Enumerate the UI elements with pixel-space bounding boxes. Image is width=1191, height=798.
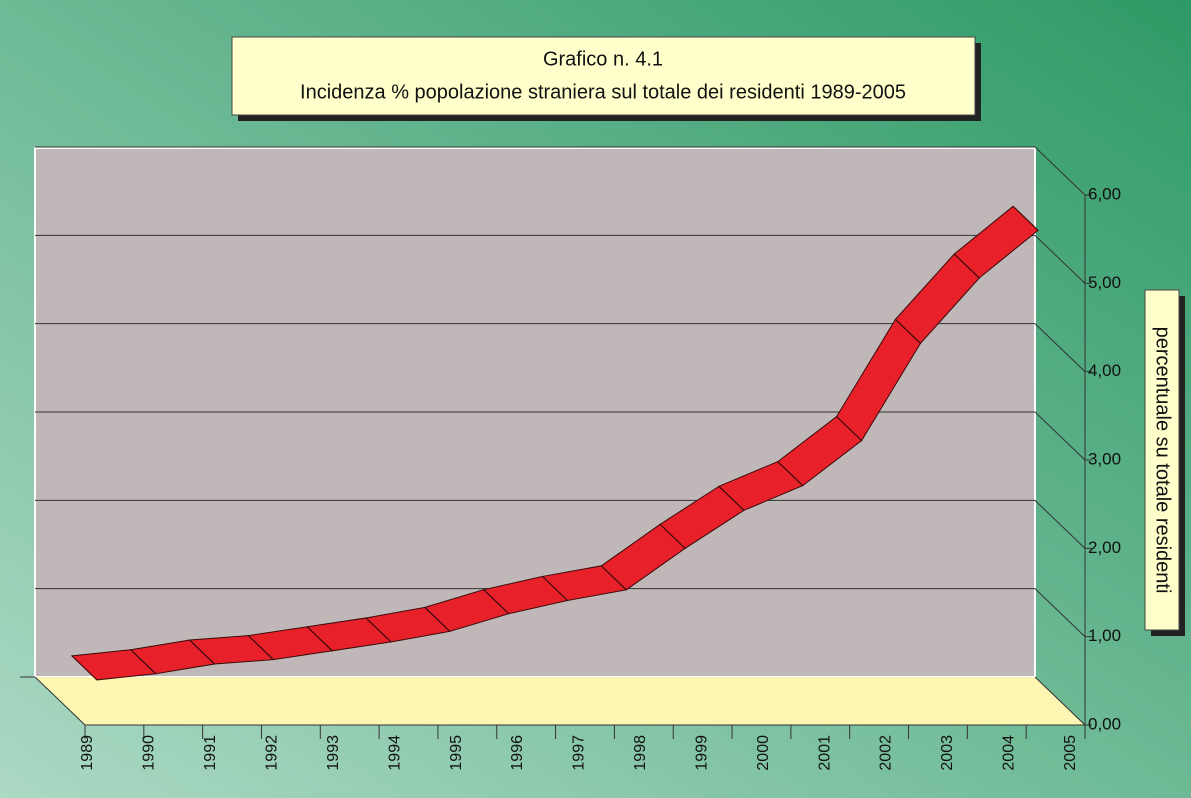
side-grid-line [1034,499,1086,549]
ribbon-joint [424,606,451,632]
y-axis-title: percentuale su totale residenti [1152,327,1174,594]
x-tick-label: 1991 [202,735,219,771]
ribbon-joint [718,485,745,511]
y-tick-label: 0,00 [1088,714,1121,733]
ribbon-joint [659,523,686,549]
x-tick-label: 1998 [632,735,649,771]
chart-subtitle: Incidenza % popolazione straniera sul to… [300,81,906,103]
x-tick-label: 2000 [755,735,772,771]
side-grid-line [1034,588,1086,638]
x-tick-label: 1996 [509,735,526,771]
y-tick-label: 5,00 [1088,273,1121,292]
ribbon-joint [483,589,510,615]
x-tick-label: 1993 [325,735,342,771]
floor [35,677,1085,725]
ribbon-joint [248,635,274,660]
ribbon-joint [306,626,333,652]
x-tick-label: 1994 [386,735,403,771]
ribbon-joint [953,253,980,279]
side-grid-line [1034,234,1086,284]
side-grid-line [1034,323,1086,373]
side-grid-line [1034,146,1086,196]
ribbon-joint [71,655,98,681]
side-grid-line [1034,411,1086,461]
ribbon-joint [130,649,157,675]
ribbon-joint [777,461,804,486]
ribbon-joint [895,319,921,344]
x-tick-label: 2004 [1001,735,1018,771]
y-tick-label: 3,00 [1088,449,1121,468]
x-tick-label: 2003 [939,735,956,771]
y-tick-label: 2,00 [1088,538,1121,557]
x-tick-label: 1997 [571,735,588,771]
ribbon-joint [365,617,392,643]
y-tick-label: 1,00 [1088,626,1121,645]
y-tick-label: 4,00 [1088,361,1121,380]
x-tick-label: 2001 [816,735,833,771]
x-tick-label: 1989 [79,735,96,771]
ribbon-joint [600,565,627,591]
x-tick-label: 1999 [693,735,710,771]
ribbon-joint [542,576,568,601]
x-tick-label: 1995 [448,735,465,771]
side-grid-line [1034,676,1086,726]
y-label-box [1144,289,1180,631]
x-tick-label: 2002 [878,735,895,771]
y-tick-label: 6,00 [1088,184,1121,203]
ribbon-joint [1012,205,1039,231]
chart-title: Grafico n. 4.1 [543,48,663,70]
x-tick-label: 1992 [263,735,280,771]
depth-axis [34,676,86,726]
x-tick-label: 2005 [1062,735,1079,771]
x-tick-label: 1990 [141,735,158,771]
ribbon-joint [836,416,862,441]
title-box [231,36,976,116]
ribbon-joint [189,639,215,665]
